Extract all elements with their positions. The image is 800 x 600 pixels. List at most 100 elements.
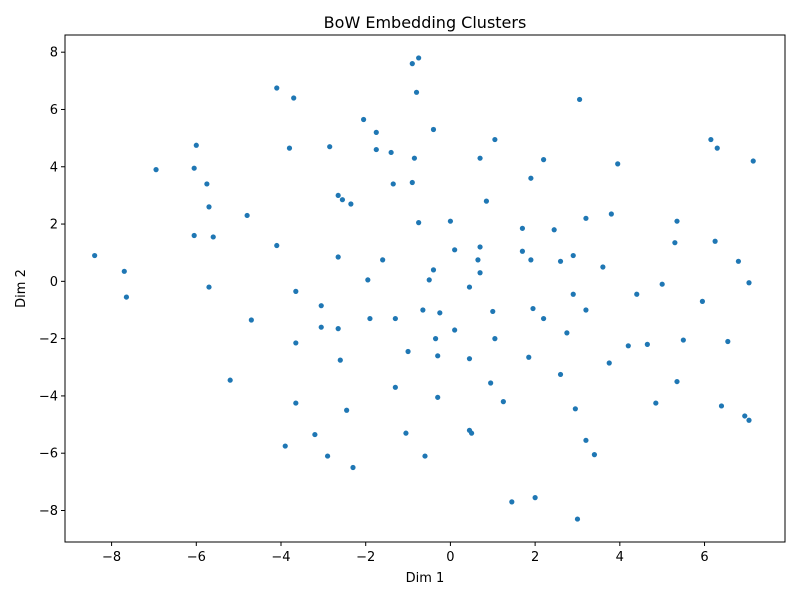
y-tick-label: −8 <box>39 504 58 519</box>
data-point <box>293 400 299 406</box>
data-point <box>447 218 454 224</box>
data-point <box>204 181 210 187</box>
data-point <box>293 340 299 346</box>
plot-frame <box>64 34 786 543</box>
y-tick-label: 4 <box>50 160 58 175</box>
x-tick-label: −8 <box>102 550 121 565</box>
chart-title: BoW Embedding Clusters <box>324 13 527 32</box>
data-point <box>380 257 386 263</box>
data-point <box>490 308 496 315</box>
x-axis-ticks: −8 −6 −4 −2 0 2 4 6 <box>102 542 709 565</box>
data-point <box>390 181 396 187</box>
data-point <box>248 317 254 323</box>
data-point <box>742 413 748 419</box>
y-tick-label: 6 <box>50 103 58 118</box>
data-point <box>123 294 130 300</box>
data-point <box>121 268 127 274</box>
data-point <box>337 357 343 363</box>
data-point <box>430 126 437 133</box>
data-point <box>564 330 570 336</box>
x-tick-label: 4 <box>616 550 624 565</box>
data-point <box>634 291 640 297</box>
data-point <box>430 267 437 273</box>
data-point <box>411 155 418 161</box>
data-point <box>392 315 398 322</box>
data-point <box>293 288 299 294</box>
data-point <box>335 254 341 260</box>
data-point <box>488 380 494 386</box>
data-point <box>570 252 576 259</box>
data-point <box>403 430 409 436</box>
data-point <box>572 406 578 412</box>
data-point <box>282 443 288 449</box>
data-point <box>339 197 346 203</box>
data-point <box>608 211 614 217</box>
data-point <box>551 227 557 233</box>
y-axis-ticks: −8 −6 −4 −2 0 2 4 6 8 <box>39 46 65 519</box>
data-point <box>528 175 534 181</box>
data-point <box>392 384 398 390</box>
data-point <box>519 225 526 231</box>
data-point <box>699 298 706 304</box>
data-point <box>348 201 354 207</box>
data-point <box>193 142 199 148</box>
data-point <box>413 89 420 95</box>
data-point <box>492 136 498 143</box>
x-tick-label: −4 <box>271 550 290 565</box>
data-point <box>409 179 415 186</box>
data-point <box>574 516 581 522</box>
data-point <box>416 55 422 61</box>
data-point <box>274 85 280 91</box>
data-point <box>528 257 534 263</box>
y-axis-label: Dim 2 <box>14 269 29 308</box>
data-point <box>153 167 159 173</box>
x-tick-label: −2 <box>356 550 375 565</box>
data-point <box>286 145 293 151</box>
data-point <box>206 284 212 290</box>
x-axis-label: Dim 1 <box>406 571 445 586</box>
y-tick-label: 2 <box>50 218 58 233</box>
data-point <box>557 371 564 378</box>
data-point <box>591 452 598 458</box>
data-point <box>672 240 678 246</box>
data-point <box>324 453 331 459</box>
data-point <box>680 337 686 343</box>
y-tick-label: −4 <box>39 389 58 404</box>
data-point <box>405 348 411 355</box>
data-point <box>388 149 394 156</box>
data-point <box>274 242 280 249</box>
data-point <box>735 258 742 264</box>
data-point <box>750 158 756 164</box>
data-point <box>437 310 443 316</box>
scatter-points <box>92 55 756 522</box>
data-point <box>570 291 576 297</box>
data-point <box>210 234 216 240</box>
data-point <box>606 360 612 366</box>
data-point <box>500 399 506 405</box>
data-point <box>365 277 371 283</box>
data-point <box>435 353 441 359</box>
data-point <box>426 277 432 283</box>
x-tick-label: 0 <box>446 550 454 565</box>
data-point <box>576 96 583 103</box>
data-point <box>644 341 650 347</box>
data-point <box>530 305 536 312</box>
data-point <box>416 220 422 226</box>
data-point <box>653 400 659 406</box>
data-point <box>435 394 441 400</box>
y-tick-label: −2 <box>39 332 58 347</box>
data-point <box>492 336 498 342</box>
data-point <box>615 161 621 167</box>
data-point <box>477 270 483 276</box>
data-point <box>367 315 373 322</box>
data-point <box>373 146 379 153</box>
data-point <box>344 407 350 413</box>
data-point <box>291 95 297 101</box>
data-point <box>659 281 665 287</box>
data-point <box>335 192 341 199</box>
data-point <box>540 315 547 322</box>
data-point <box>746 280 752 286</box>
data-point <box>227 377 233 383</box>
data-point <box>420 307 426 313</box>
data-point <box>712 238 718 244</box>
